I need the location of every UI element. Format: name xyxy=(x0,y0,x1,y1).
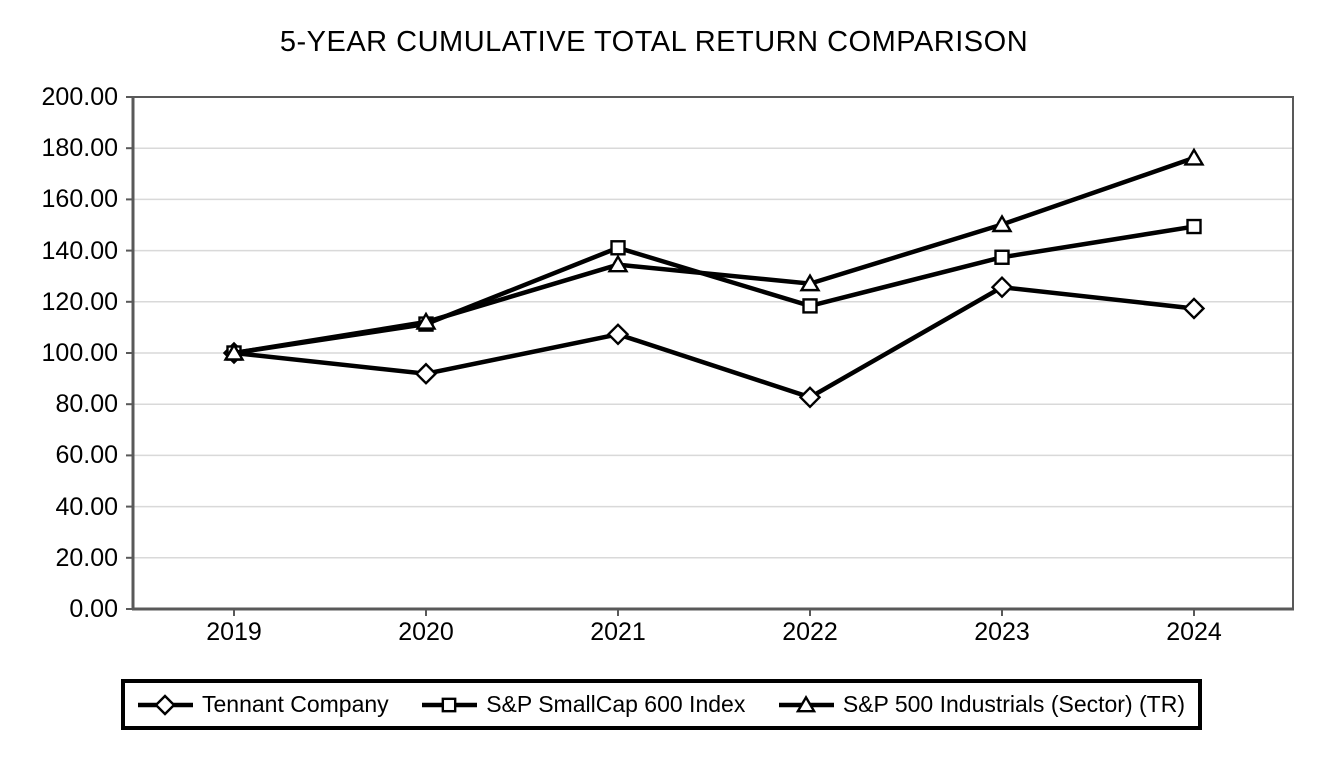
y-tick-label: 80.00 xyxy=(55,390,118,419)
diamond-legend-key-icon xyxy=(138,693,193,716)
series-line xyxy=(233,284,1195,400)
y-tick-label: 40.00 xyxy=(55,492,118,521)
series-line xyxy=(233,155,1195,356)
legend-label: S&P SmallCap 600 Index xyxy=(486,691,746,717)
triangle-marker-icon xyxy=(795,694,817,712)
diamond-marker-icon xyxy=(1182,297,1206,320)
y-tick-label: 140.00 xyxy=(41,236,118,265)
square-marker-icon xyxy=(1186,218,1202,235)
triangle-marker-icon xyxy=(1183,147,1205,166)
y-tick-label: 160.00 xyxy=(41,185,118,214)
diamond-marker-icon xyxy=(154,693,176,716)
y-tick-label: 60.00 xyxy=(55,441,118,470)
triangle-marker-icon xyxy=(799,273,821,292)
series-line xyxy=(233,224,1195,356)
triangle-marker-icon xyxy=(223,342,245,361)
x-tick-label: 2024 xyxy=(1166,618,1222,646)
diamond-marker-icon xyxy=(414,362,438,385)
legend-label: Tennant Company xyxy=(202,691,389,717)
square-marker-icon xyxy=(441,697,457,712)
legend-item-triangle: S&P 500 Industrials (Sector) (TR) xyxy=(778,691,1185,718)
x-tick-label: 2023 xyxy=(974,618,1030,646)
legend-item-diamond: Tennant Company xyxy=(138,691,389,718)
x-tick-label: 2019 xyxy=(206,618,262,646)
square-marker-icon xyxy=(802,298,818,314)
x-tick-label: 2020 xyxy=(398,618,454,646)
y-tick-label: 200.00 xyxy=(41,83,118,111)
y-tick-label: 100.00 xyxy=(41,339,118,367)
triangle-marker-icon xyxy=(991,214,1013,233)
chart-title: 5-YEAR CUMULATIVE TOTAL RETURN COMPARISO… xyxy=(279,26,1029,58)
square-marker-icon xyxy=(610,240,626,256)
legend-label: S&P 500 Industrials (Sector) (TR) xyxy=(842,691,1185,717)
y-tick-label: 120.00 xyxy=(41,287,118,316)
diamond-marker-icon xyxy=(990,276,1014,299)
triangle-legend-key-icon xyxy=(778,694,834,712)
diamond-marker-icon xyxy=(798,386,822,409)
y-tick-label: 20.00 xyxy=(55,543,118,572)
legend: Tennant Company S&P SmallCap 600 Index S&P… xyxy=(121,679,1202,730)
x-tick-label: 2021 xyxy=(590,618,646,646)
y-tick-label: 0.00 xyxy=(69,595,118,623)
diamond-marker-icon xyxy=(606,323,630,346)
legend-item-square: S&P SmallCap 600 Index xyxy=(422,691,745,718)
triangle-marker-icon xyxy=(415,311,437,330)
square-marker-icon xyxy=(994,249,1010,265)
x-tick-label: 2022 xyxy=(782,618,838,646)
square-legend-key-icon xyxy=(422,697,478,712)
triangle-marker-icon xyxy=(607,254,629,273)
y-tick-label: 180.00 xyxy=(41,134,118,163)
